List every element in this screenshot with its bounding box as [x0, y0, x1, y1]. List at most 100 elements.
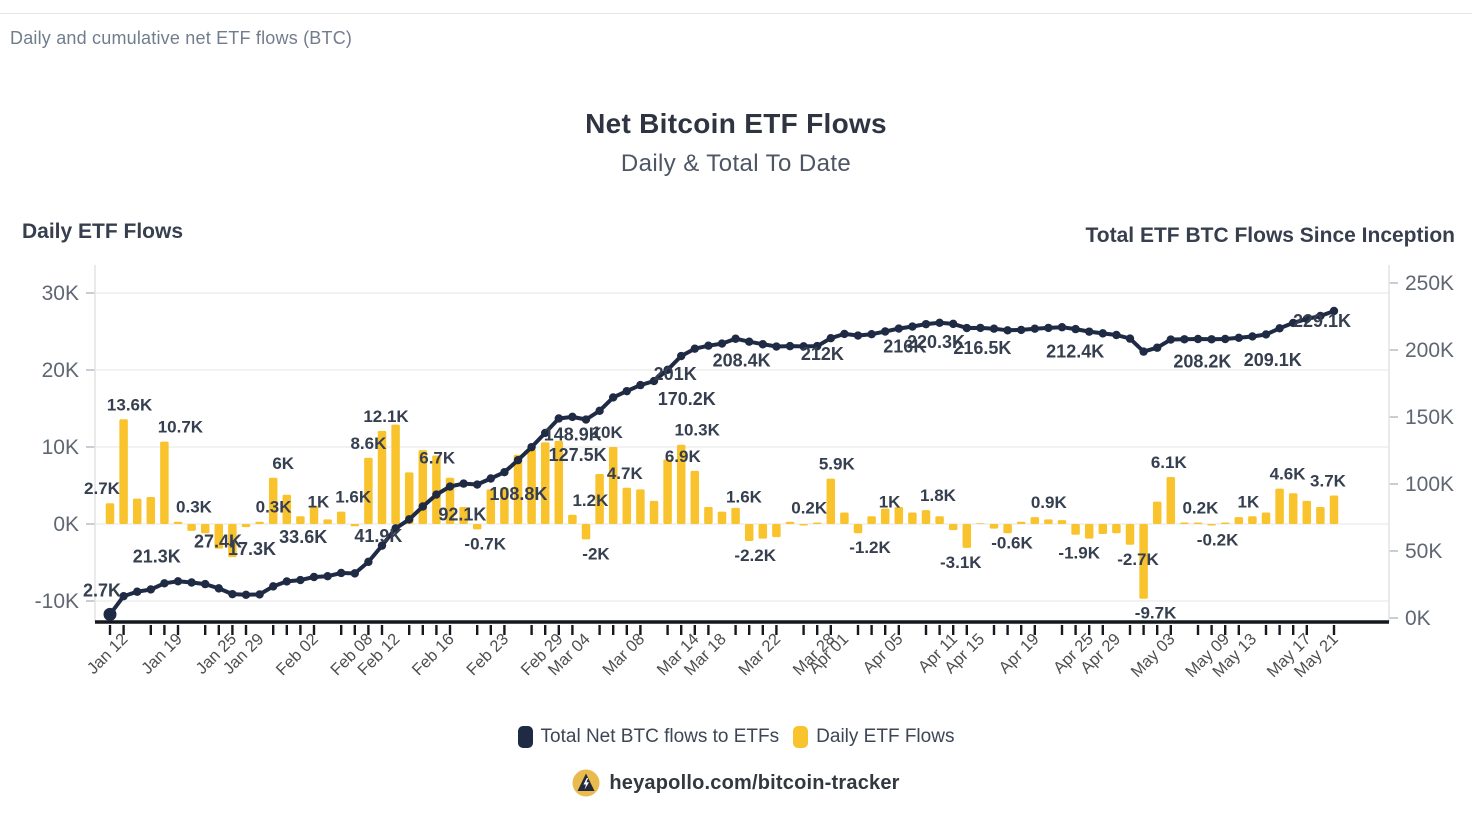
data-point-dot: [173, 577, 183, 586]
daily-flow-bar: [976, 523, 985, 524]
data-point-dot: [541, 428, 550, 438]
footer-url: heyapollo.com/bitcoin-tracker: [609, 771, 900, 794]
bar-value-label: 1.6K: [726, 488, 763, 507]
bar-value-label: 1.8K: [920, 486, 957, 505]
data-point-dot: [1180, 335, 1189, 344]
daily-flow-bar: [513, 454, 523, 524]
chart-subtitle: Daily & Total To Date: [620, 150, 852, 177]
bar-value-label: 0.3K: [256, 498, 293, 517]
data-point-dot: [364, 557, 373, 567]
data-point-dot: [377, 541, 387, 550]
legend-item-1[interactable]: Daily ETF Flows: [793, 726, 954, 748]
daily-flow-bar: [1288, 493, 1298, 524]
data-point-dot: [704, 341, 713, 350]
legend-item-0[interactable]: Total Net BTC flows to ETFs: [517, 726, 779, 748]
right-axis-section-title: Total ETF BTC Flows Since Inception: [1085, 224, 1455, 247]
data-point-dot: [840, 329, 849, 339]
data-point-dot: [663, 365, 672, 375]
daily-flow-bar: [568, 514, 577, 524]
line-value-label: 208.2K: [1173, 351, 1231, 371]
data-point-dot: [350, 569, 359, 578]
data-point-dot: [1017, 325, 1026, 335]
daily-flow-bar: [622, 487, 632, 524]
data-point-dot: [867, 329, 876, 339]
bar-value-label: -1.9K: [1058, 544, 1100, 563]
data-point-dot: [758, 340, 767, 349]
bar-value-label: -0.2K: [1197, 531, 1239, 550]
bar-value-label: 1.2K: [572, 491, 609, 510]
data-point-dot: [269, 582, 278, 591]
daily-flow-bar: [228, 524, 237, 558]
x-axis-label: Jan 12: [84, 630, 132, 678]
daily-flow-bar: [500, 487, 509, 524]
bar-value-label: 1K: [1238, 492, 1260, 511]
line-value-label: 17.3K: [228, 539, 276, 559]
data-point-dot: [1057, 323, 1067, 332]
daily-flow-bar: [744, 524, 754, 541]
data-point-dot: [459, 479, 468, 488]
bar-value-label: -2K: [582, 544, 610, 563]
bar-value-label: -2.2K: [734, 546, 776, 565]
line-value-label: 209.1K: [1244, 350, 1302, 370]
data-point-dot: [337, 568, 346, 578]
data-point-dot: [772, 342, 781, 351]
data-point-dot: [473, 480, 482, 489]
daily-flow-bar: [812, 522, 822, 524]
daily-flow-bar: [1261, 512, 1271, 524]
top-divider: [0, 13, 1472, 14]
data-point-dot: [1125, 334, 1135, 343]
x-axis-label: Apr 05: [860, 630, 907, 677]
x-axis-label: Jan 19: [138, 630, 186, 678]
footer-branding: heyapollo.com/bitcoin-tracker: [0, 769, 1472, 797]
daily-flow-bar: [1166, 477, 1176, 524]
daily-flow-bar: [200, 524, 210, 534]
bar-value-label: 6.1K: [1151, 453, 1188, 472]
data-point-dot: [853, 331, 863, 340]
daily-flow-bar: [826, 478, 836, 524]
daily-flow-bar: [1275, 488, 1284, 524]
daily-flow-bar: [894, 507, 904, 524]
heyapollo-logo-icon: [572, 769, 600, 797]
data-point-dot: [581, 415, 591, 424]
daily-flow-bar: [935, 516, 944, 524]
x-axis-label: May 03: [1128, 630, 1179, 681]
bar-value-label: 3.7K: [1310, 472, 1347, 491]
daily-flow-bar: [608, 447, 618, 524]
line-value-label: 201K: [654, 364, 697, 384]
line-value-label: 108.8K: [489, 484, 547, 504]
daily-flow-bar: [160, 441, 169, 524]
daily-flow-bar: [486, 489, 496, 524]
line-value-label: 229.1K: [1293, 311, 1351, 331]
data-point-dot: [445, 482, 455, 491]
daily-flow-bar: [1193, 522, 1203, 524]
data-point-dot: [921, 319, 931, 329]
x-axis-label: Mar 22: [735, 630, 784, 679]
data-point-dot: [146, 585, 155, 594]
daily-flow-bar: [132, 498, 142, 524]
data-point-dot: [160, 579, 169, 588]
bar-value-label: 10.3K: [675, 421, 721, 440]
bar-value-label: -0.7K: [464, 534, 506, 553]
daily-flow-bar: [1234, 517, 1244, 524]
bar-value-label: 10K: [592, 423, 624, 442]
data-point-dot: [1302, 314, 1312, 324]
right-axis-tick-label: 50K: [1405, 540, 1442, 563]
daily-flow-bar: [105, 503, 115, 524]
data-point-dot: [649, 376, 659, 386]
bar-value-label: -9.7K: [1135, 604, 1177, 623]
data-point-dot: [636, 380, 645, 390]
line-value-label: 212K: [801, 344, 844, 364]
daily-flow-bar: [785, 521, 795, 524]
left-axis-section-title: Daily ETF Flows: [22, 220, 184, 243]
daily-flow-bar: [948, 524, 958, 531]
daily-flow-bar: [255, 521, 264, 524]
x-axis-label: Feb 16: [409, 630, 458, 679]
data-point-dot: [1139, 347, 1148, 356]
data-point-dot: [609, 393, 618, 402]
line-value-label: 216.5K: [953, 338, 1011, 358]
left-axis-tick-label: 10K: [42, 436, 79, 459]
daily-flow-bar: [962, 524, 972, 548]
data-point-dot: [894, 324, 903, 333]
data-point-dot: [228, 589, 237, 599]
